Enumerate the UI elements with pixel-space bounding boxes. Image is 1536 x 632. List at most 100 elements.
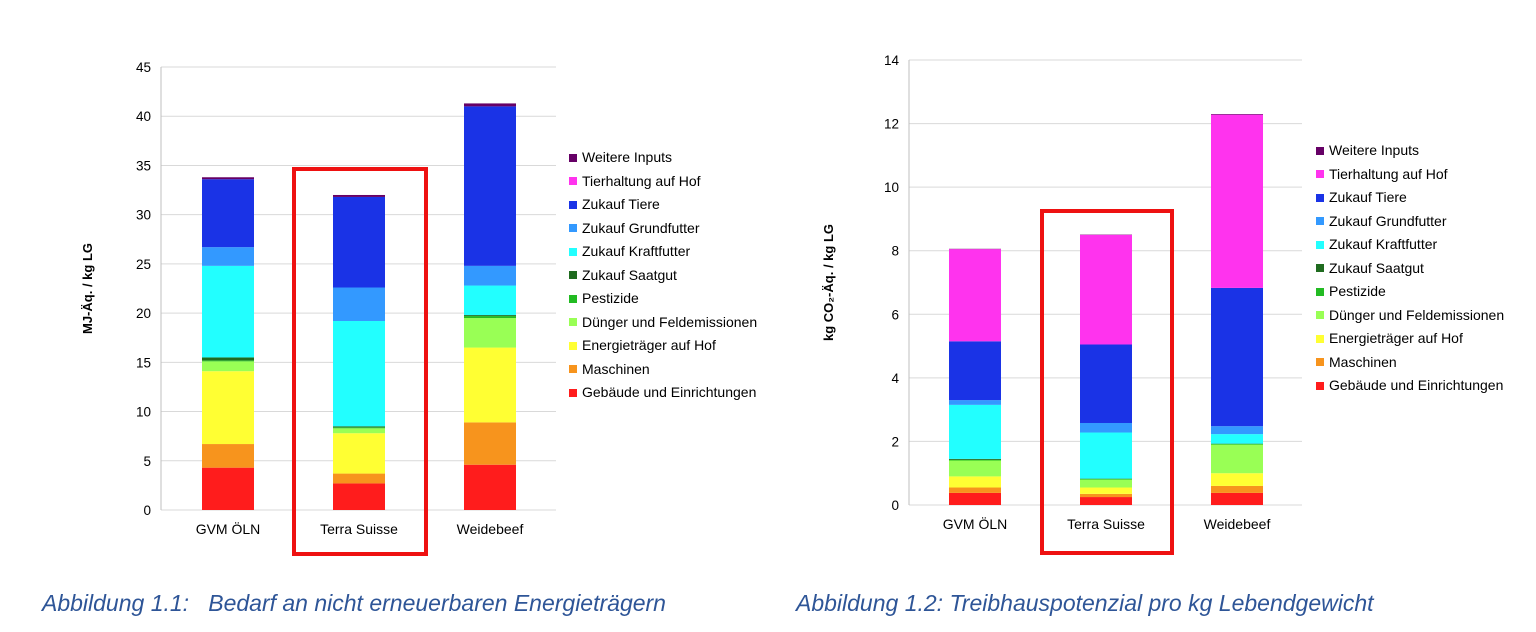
bar-segment xyxy=(1080,497,1132,505)
x-category-label: Weidebeef xyxy=(457,521,524,537)
legend-swatch xyxy=(1316,264,1324,273)
legend-label: Dünger und Feldemissionen xyxy=(1329,306,1505,323)
ghg-chart-svg: 0 2 4 6 8 10 12 14 kg CO₂-Äq. / kg LG GVM ÖLN Terr… xyxy=(821,53,1302,555)
y-tick-label: 35 xyxy=(136,158,151,173)
y-tick-label: 14 xyxy=(884,53,900,68)
bar-segment xyxy=(333,194,385,197)
bar-segment xyxy=(464,422,516,465)
bar-segment xyxy=(202,265,254,358)
bar-segment xyxy=(333,433,385,474)
legend-swatch xyxy=(569,318,577,327)
y-tick-label: 10 xyxy=(136,405,151,420)
bar-segment xyxy=(949,476,1001,488)
legend-item: Pestizide xyxy=(1316,280,1504,304)
bar-segment xyxy=(202,360,254,362)
legend-item: Zukauf Kraftfutter xyxy=(569,240,757,264)
y-tick-label: 10 xyxy=(884,180,899,195)
legend-item: Energieträger auf Hof xyxy=(569,334,757,358)
legend-swatch xyxy=(569,247,577,256)
legend-swatch xyxy=(569,200,577,209)
bar-segment xyxy=(1080,432,1132,479)
legend-item: Zukauf Tiere xyxy=(569,193,757,217)
legend-label: Pestizide xyxy=(1329,283,1386,299)
bar-segment xyxy=(464,103,516,107)
legend-swatch xyxy=(1316,358,1324,367)
legend-item: Maschinen xyxy=(569,358,757,382)
legend-item: Zukauf Saatgut xyxy=(569,264,757,288)
bar-segment xyxy=(202,357,254,361)
legend-label: Zukauf Grundfutter xyxy=(582,219,700,236)
legend-label: Gebäude und Einrichtungen xyxy=(1329,377,1504,393)
bar-segment xyxy=(949,400,1001,405)
legend-swatch xyxy=(569,224,577,233)
bar-segment xyxy=(949,458,1001,460)
bar-segment xyxy=(949,404,1001,459)
legend-item: Energieträger auf Hof xyxy=(1316,327,1504,351)
legend-swatch xyxy=(1316,311,1324,320)
legend-item: Dünger und Feldemissionen xyxy=(1316,304,1504,328)
bar-segment xyxy=(1080,479,1132,488)
bar-segment xyxy=(464,316,516,319)
bar-segment xyxy=(202,361,254,372)
legend-right: Weitere Inputs Tierhaltung auf Hof Zukauf … xyxy=(1316,139,1504,398)
y-tick-label: 25 xyxy=(136,257,151,272)
y-tick-label: 0 xyxy=(891,498,899,513)
legend-item: Gebäude und Einrichtungen xyxy=(569,381,757,405)
y-tick-label: 0 xyxy=(143,503,151,518)
legend-item: Zukauf Saatgut xyxy=(1316,257,1504,281)
highlight-box xyxy=(292,167,428,556)
legend-item: Zukauf Kraftfutter xyxy=(1316,233,1504,257)
y-tick-label: 4 xyxy=(891,371,899,386)
y-tick-label: 2 xyxy=(891,434,899,449)
bar-segment xyxy=(202,247,254,266)
bar-segment xyxy=(1080,234,1132,345)
legend-item: Weitere Inputs xyxy=(1316,139,1504,163)
x-category-label: GVM ÖLN xyxy=(196,520,261,537)
legend-swatch xyxy=(569,341,577,350)
legend-swatch xyxy=(1316,217,1324,226)
legend-label: Maschinen xyxy=(1329,353,1397,370)
y-tick-label: 20 xyxy=(136,306,151,321)
legend-label: Zukauf Kraftfutter xyxy=(582,243,691,259)
legend-label: Weitere Inputs xyxy=(582,149,673,165)
legend-label: Zukauf Saatgut xyxy=(582,266,677,283)
bar-segment xyxy=(202,467,254,510)
caption-right: Abbildung 1.2: Treibhauspotenzial pro kg… xyxy=(796,590,1374,616)
bar-segment xyxy=(464,106,516,266)
legend-swatch xyxy=(1316,240,1324,249)
legend-label: Pestizide xyxy=(582,290,639,306)
bar-segment xyxy=(333,320,385,427)
bar-segment xyxy=(464,315,516,317)
bar-segment xyxy=(1080,493,1132,498)
caption-left: Abbildung 1.1: Bedarf an nicht erneuerba… xyxy=(42,590,666,616)
legend-swatch xyxy=(569,177,577,186)
legend-item: Maschinen xyxy=(1316,351,1504,375)
legend-label: Weitere Inputs xyxy=(1329,142,1420,158)
bar-segment xyxy=(1211,443,1263,445)
bar-segment xyxy=(202,179,254,248)
legend-swatch xyxy=(1316,287,1324,296)
bar-segment xyxy=(1211,434,1263,444)
legend-swatch xyxy=(569,294,577,303)
legend-item: Zukauf Grundfutter xyxy=(569,217,757,241)
legend-swatch xyxy=(1316,170,1324,179)
bar-segment xyxy=(1080,344,1132,423)
legend-item: Weitere Inputs xyxy=(569,146,757,170)
bar-segment xyxy=(333,196,385,288)
bar-segment xyxy=(1080,422,1132,433)
chart-right: 0 2 4 6 8 10 12 14 kg CO₂-Äq. / kg LG GVM ÖLN Terr… xyxy=(821,53,1302,555)
legend-item: Tierhaltung auf Hof xyxy=(1316,163,1504,187)
legend-label: Tierhaltung auf Hof xyxy=(1329,165,1448,182)
bar-segment xyxy=(333,428,385,434)
legend-label: Zukauf Grundfutter xyxy=(1329,212,1447,229)
x-category-label: Terra Suisse xyxy=(1067,516,1145,532)
y-tick-label: 8 xyxy=(891,244,899,259)
bar-segment xyxy=(333,426,385,428)
legend-item: Zukauf Grundfutter xyxy=(1316,210,1504,234)
bar-segment xyxy=(333,427,385,429)
x-category-label: Terra Suisse xyxy=(320,521,398,537)
bar-segment xyxy=(333,483,385,510)
chart-left: 0 5 10 15 20 25 30 35 40 45 MJ-Äq. / kg LG GVM ÖLN T… xyxy=(0,0,800,580)
bar-segment xyxy=(333,287,385,321)
legend-item: Gebäude und Einrichtungen xyxy=(1316,374,1504,398)
